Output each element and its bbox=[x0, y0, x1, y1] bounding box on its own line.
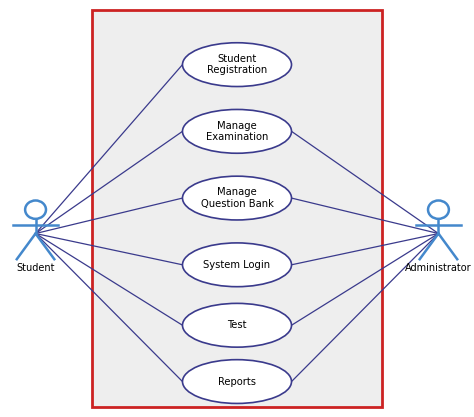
Ellipse shape bbox=[182, 176, 292, 220]
Text: Student
Registration: Student Registration bbox=[207, 54, 267, 75]
Text: Student: Student bbox=[16, 263, 55, 273]
Ellipse shape bbox=[182, 243, 292, 287]
Text: Test: Test bbox=[227, 320, 247, 330]
Text: System Login: System Login bbox=[203, 260, 271, 270]
Text: Administrator: Administrator bbox=[405, 263, 472, 273]
Ellipse shape bbox=[182, 43, 292, 87]
Ellipse shape bbox=[182, 304, 292, 347]
Text: Manage
Question Bank: Manage Question Bank bbox=[201, 187, 273, 209]
Text: Reports: Reports bbox=[218, 377, 256, 387]
FancyBboxPatch shape bbox=[92, 10, 382, 407]
Text: Manage
Examination: Manage Examination bbox=[206, 121, 268, 142]
Ellipse shape bbox=[182, 109, 292, 153]
Ellipse shape bbox=[182, 359, 292, 404]
